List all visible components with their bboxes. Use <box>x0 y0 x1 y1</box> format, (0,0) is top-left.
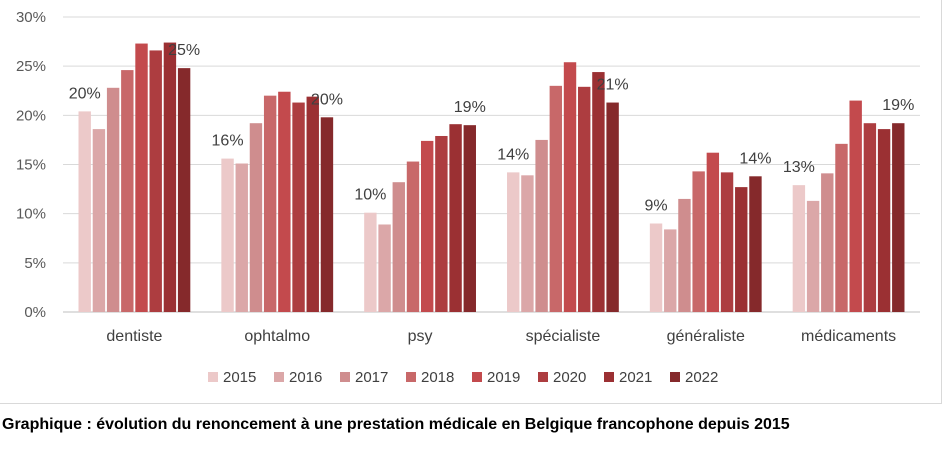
legend-swatch <box>274 372 284 382</box>
bar <box>92 129 106 312</box>
bar <box>706 152 720 312</box>
bar <box>435 135 448 312</box>
bar <box>263 95 277 313</box>
bar <box>235 163 248 312</box>
bar <box>507 172 520 312</box>
legend-swatch <box>406 372 416 382</box>
bar <box>163 42 177 313</box>
data-label: 9% <box>644 198 667 215</box>
data-label: 19% <box>454 99 486 116</box>
data-label: 10% <box>354 187 386 204</box>
bar <box>406 161 420 312</box>
x-category-label: psy <box>408 328 433 345</box>
y-tick-label: 5% <box>24 255 46 272</box>
bar <box>106 87 120 312</box>
legend-swatch <box>208 372 218 382</box>
legend-label: 2015 <box>223 369 256 386</box>
bar <box>278 91 291 312</box>
chart-frame: 0% 5% 10% 15% 20% 25% 30% dentiste ophtalmo psy sp… <box>0 0 942 404</box>
bar <box>735 187 748 312</box>
bar <box>877 129 891 312</box>
bar <box>592 72 605 312</box>
bar <box>678 198 691 312</box>
x-category-label: généraliste <box>667 328 745 345</box>
data-label: 20% <box>311 91 343 108</box>
bar <box>821 173 834 312</box>
chart-caption: Graphique : évolution du renoncement à u… <box>2 416 790 433</box>
bar <box>664 229 677 312</box>
legend-swatch <box>604 372 614 382</box>
legend-label: 2018 <box>421 369 454 386</box>
data-label: 16% <box>212 133 244 150</box>
bar <box>449 124 462 312</box>
bar <box>249 123 263 312</box>
data-label: 21% <box>597 77 629 94</box>
legend-swatch <box>340 372 350 382</box>
bar <box>121 70 134 312</box>
bar <box>521 175 534 312</box>
x-category-label: dentiste <box>106 328 162 345</box>
y-tick-label: 20% <box>16 107 46 124</box>
bar <box>306 96 319 313</box>
bar <box>392 182 405 312</box>
bar <box>835 143 848 312</box>
bar <box>420 140 434 312</box>
bar <box>463 125 476 313</box>
data-label: 14% <box>497 146 529 163</box>
bar <box>177 68 191 312</box>
bar <box>364 212 377 312</box>
bar <box>578 86 591 312</box>
bar <box>720 172 734 312</box>
legend-label: 2016 <box>289 369 322 386</box>
x-category-label: spécialiste <box>526 328 601 345</box>
y-tick-label: 30% <box>16 9 46 26</box>
y-tick-label: 0% <box>24 304 46 321</box>
data-label: 14% <box>739 150 771 167</box>
bar <box>692 171 705 312</box>
bar <box>649 223 663 312</box>
legend-label: 2021 <box>619 369 652 386</box>
bar <box>320 117 334 312</box>
legend-label: 2019 <box>487 369 520 386</box>
bar <box>221 158 234 312</box>
y-tick-label: 10% <box>16 206 46 223</box>
bar <box>863 123 877 312</box>
x-category-label: ophtalmo <box>244 328 310 345</box>
legend-swatch <box>538 372 548 382</box>
bar <box>549 85 563 312</box>
legend-label: 2022 <box>685 369 718 386</box>
legend-label: 2017 <box>355 369 388 386</box>
bar <box>606 102 619 312</box>
bar-chart: 0% 5% 10% 15% 20% 25% 30% dentiste ophtalmo psy sp… <box>16 9 920 386</box>
y-tick-label: 15% <box>16 157 46 174</box>
legend-swatch <box>670 372 680 382</box>
bar <box>806 200 820 312</box>
bar <box>849 100 862 312</box>
bar <box>563 62 577 312</box>
y-tick-label: 25% <box>16 58 46 75</box>
bar <box>149 50 162 312</box>
bar <box>292 102 305 312</box>
x-category-label: médicaments <box>801 328 896 345</box>
bar <box>892 123 905 312</box>
bar <box>535 139 548 312</box>
data-label: 13% <box>783 159 815 176</box>
data-label: 19% <box>882 97 914 114</box>
legend-label: 2020 <box>553 369 586 386</box>
data-label: 20% <box>69 85 101 102</box>
bar <box>135 43 148 313</box>
bar <box>792 185 806 312</box>
bar <box>78 111 91 313</box>
data-label: 25% <box>168 42 200 59</box>
legend-swatch <box>472 372 482 382</box>
bar <box>749 176 762 312</box>
bar <box>378 224 391 312</box>
